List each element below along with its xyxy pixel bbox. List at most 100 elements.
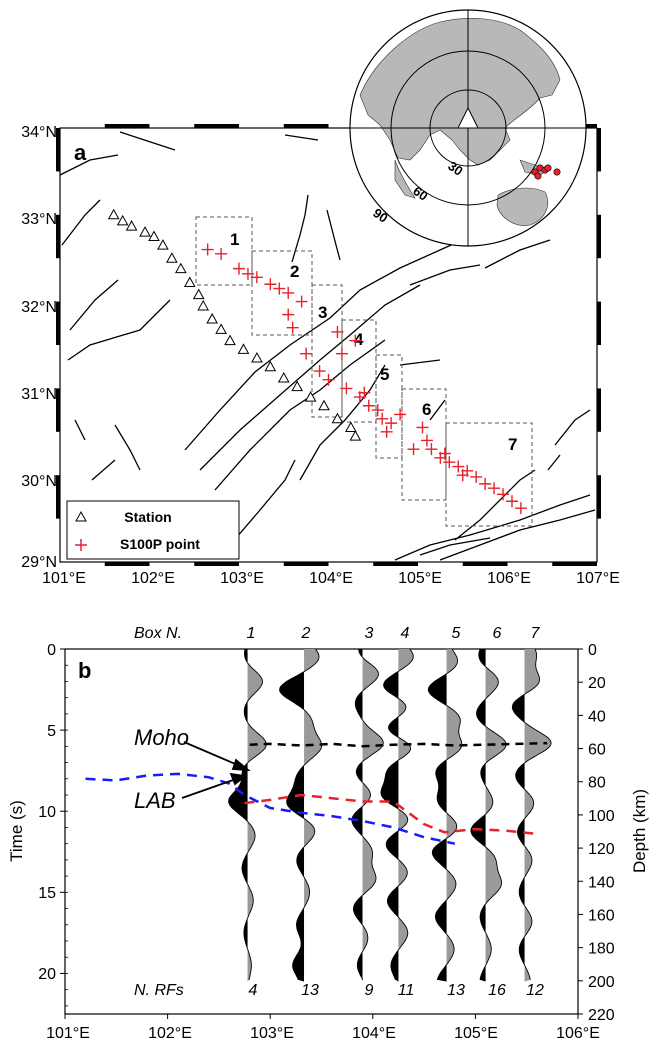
- lon-tick: 104°E: [309, 570, 353, 587]
- rf-header: N. RFs: [134, 982, 184, 999]
- rf-traces: [228, 648, 552, 982]
- y-axis-label-right: Depth (km): [630, 789, 649, 873]
- box-label: 7: [508, 435, 517, 454]
- s100p-marker: [443, 456, 456, 469]
- fault-line: [67, 299, 171, 361]
- depth-tick: 220: [588, 1007, 615, 1024]
- s100p-marker: [470, 470, 483, 483]
- lon-tick: 106°E: [556, 1025, 600, 1042]
- station-marker: [116, 214, 129, 226]
- fault-line: [74, 419, 86, 441]
- border-bar: [104, 562, 150, 566]
- moho-line: [249, 741, 548, 748]
- lat-tick: 34°N: [21, 124, 57, 141]
- border-bar: [194, 124, 239, 128]
- s100p-marker: [456, 469, 469, 482]
- s100p-marker: [313, 365, 326, 378]
- station-marker: [237, 343, 250, 354]
- fault-line: [114, 424, 141, 471]
- ring-label: 60: [410, 183, 430, 204]
- box-number: 5: [452, 625, 461, 642]
- rf-count: 4: [249, 982, 258, 999]
- fault-line: [429, 399, 446, 421]
- lon-tick: 107°E: [576, 570, 620, 587]
- trace-negative-fill: [428, 673, 447, 982]
- station-marker: [125, 220, 138, 231]
- legend: Station S100P point: [66, 500, 240, 560]
- arrow-lab: [181, 778, 237, 799]
- fault-line: [199, 284, 421, 471]
- fault-line: [439, 509, 596, 561]
- rf-trace: [228, 648, 267, 980]
- panel-b-receiver-functions: b Moho LAB Box N. 1 2 3 4 5 6 7 N. RFs 4…: [7, 625, 649, 1042]
- s100p-marker: [250, 271, 263, 284]
- box-header: Box N.: [134, 625, 182, 642]
- border-bar: [56, 301, 60, 345]
- lon-tick: 103°E: [220, 570, 264, 587]
- border-bar: [283, 562, 329, 566]
- station-marker: [148, 230, 160, 241]
- border-bar: [56, 128, 60, 172]
- box-number-labels: 1 2 3 4 5 6 7: [247, 625, 541, 642]
- ring-label: 30: [445, 158, 465, 179]
- border-bar: [597, 214, 601, 259]
- box-label: 6: [422, 400, 431, 419]
- s100p-marker: [335, 347, 348, 360]
- lon-tick: 101°E: [42, 570, 86, 587]
- fault-line: [91, 459, 116, 481]
- fault-line: [554, 409, 591, 446]
- station-marker: [215, 323, 227, 334]
- depth-tick: 160: [588, 907, 615, 924]
- depth-tick: 140: [588, 874, 615, 891]
- boundary-lines: [85, 741, 548, 845]
- lon-tick-labels-b: 101°E 102°E 103°E 104°E 105°E 106°E: [46, 1025, 600, 1042]
- rf-count-labels: 4 13 9 11 13 16 12: [249, 982, 544, 999]
- time-tick: 15: [38, 885, 56, 902]
- border-bar: [552, 562, 597, 566]
- station-marker: [345, 421, 357, 432]
- s100p-marker: [340, 382, 353, 395]
- stations: [107, 208, 362, 441]
- lab-label: LAB: [134, 788, 176, 813]
- lat-tick: 32°N: [21, 299, 57, 316]
- station-marker: [318, 399, 330, 411]
- s100p-marker: [264, 278, 277, 291]
- fault-line: [61, 199, 101, 246]
- fault-line: [119, 131, 176, 151]
- fault-line: [394, 494, 591, 561]
- border-bar: [373, 562, 418, 566]
- fault-line: [184, 231, 481, 451]
- depth-tick: 40: [588, 708, 606, 725]
- s100p-marker: [215, 247, 228, 260]
- box-label: 4: [354, 330, 364, 349]
- s100p-marker: [201, 243, 214, 256]
- trace-positive-fill: [446, 649, 462, 982]
- legend-station-label: Station: [124, 509, 171, 525]
- box-7: [445, 422, 533, 527]
- station-marker: [264, 360, 277, 372]
- lab-regional-line: [85, 772, 456, 845]
- legend-box: [66, 500, 240, 560]
- rf-count: 11: [398, 982, 415, 999]
- rf-trace: [351, 648, 384, 981]
- event-dots: [531, 164, 561, 180]
- fault-line: [284, 134, 319, 141]
- s100p-marker: [514, 502, 527, 515]
- box-6: [401, 388, 447, 501]
- depth-tick: 100: [588, 808, 615, 825]
- box-label: 2: [290, 262, 299, 281]
- trace-negative-fill: [381, 649, 399, 982]
- fault-line: [229, 459, 296, 546]
- box-number: 4: [401, 625, 410, 642]
- lat-tick-labels: 29°N 30°N 31°N 32°N 33°N 34°N: [21, 124, 57, 571]
- border-bar: [56, 214, 60, 259]
- landmass: [394, 159, 416, 199]
- box-label: 5: [380, 365, 389, 384]
- station-marker: [291, 380, 304, 392]
- trace-positive-fill: [247, 662, 267, 982]
- map-border-bars: [56, 124, 601, 566]
- trace-negative-fill: [512, 649, 525, 982]
- s100p-marker: [425, 443, 438, 456]
- box-number: 6: [493, 625, 502, 642]
- center-triangle: [457, 106, 479, 129]
